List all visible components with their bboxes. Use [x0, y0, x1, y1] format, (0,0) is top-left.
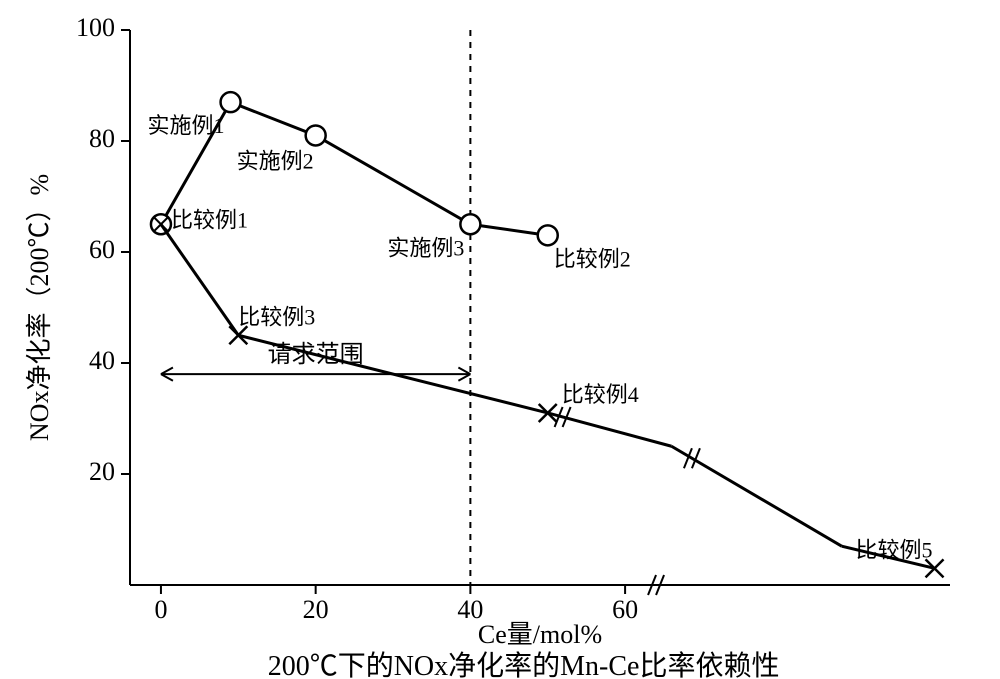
y-tick-label: 60 [89, 235, 115, 264]
marker-open-circle [306, 125, 326, 145]
marker-open-circle [221, 92, 241, 112]
point-label: 实施例2 [237, 148, 314, 173]
y-tick-label: 80 [89, 124, 115, 153]
point-label: 比较例1 [171, 207, 248, 232]
marker-open-circle [538, 225, 558, 245]
y-axis-label: NOx净化率（200℃）% [25, 174, 54, 441]
series-x-line [672, 446, 842, 546]
x-axis-label: Ce量/mol% [478, 620, 602, 649]
point-label: 比较例2 [554, 246, 631, 271]
y-tick-label: 100 [76, 13, 115, 42]
caption: 200℃下的NOx净化率的Mn-Ce比率依赖性 [268, 650, 780, 679]
x-tick-label: 60 [612, 595, 638, 624]
y-tick-label: 20 [89, 457, 115, 486]
series-x-line [161, 224, 238, 335]
point-label: 比较例3 [238, 304, 315, 329]
x-tick-label: 20 [303, 595, 329, 624]
point-label: 实施例1 [148, 113, 225, 138]
y-tick-label: 40 [89, 346, 115, 375]
point-label: 比较例5 [856, 537, 933, 562]
point-label: 实施例3 [387, 235, 464, 260]
x-tick-label: 0 [154, 595, 167, 624]
point-label: 比较例4 [562, 382, 639, 407]
marker-open-circle [460, 214, 480, 234]
